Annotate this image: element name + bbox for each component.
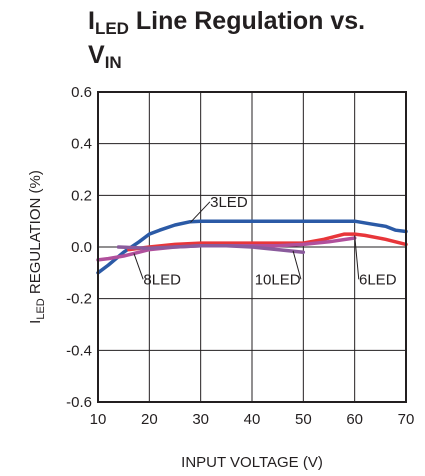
chart-title-line2: VIN (88, 42, 418, 76)
series-line-3led (96, 219, 408, 275)
y-label-rest: REGULATION (%) (27, 170, 44, 298)
x-tick-labels: 10 20 30 40 50 60 70 (90, 411, 415, 428)
annotation-leader (292, 250, 302, 280)
annotation-leader (133, 253, 144, 280)
y-label-i: I (27, 320, 44, 324)
annotation-6led: 6LED (359, 271, 397, 288)
y-tick-label: 0.4 (71, 136, 92, 153)
series-lines (96, 219, 408, 275)
y-tick-label: -0.6 (66, 394, 92, 411)
chart-title: ILED Line Regulation vs. VIN (88, 8, 418, 76)
annotation-leader (354, 235, 360, 280)
y-tick-label: -0.2 (66, 291, 92, 308)
y-tick-label: 0.0 (71, 239, 92, 256)
chart-title-line1: ILED Line Regulation vs. (88, 8, 418, 42)
x-tick-label: 60 (346, 411, 363, 428)
y-tick-label: 0.2 (71, 187, 92, 204)
series-line-10led (116, 243, 306, 254)
y-axis-label: ILED REGULATION (%) (27, 170, 47, 324)
annotation-3led: 3LED (210, 194, 248, 211)
plot-frame (97, 91, 407, 403)
x-tick-label: 50 (295, 411, 312, 428)
series-line-6led (127, 232, 408, 252)
x-tick-label: 70 (398, 411, 415, 428)
annotation-leader (190, 201, 211, 223)
title-in-subscript: IN (104, 53, 122, 72)
x-axis-label: INPUT VOLTAGE (V) (181, 454, 323, 471)
title-i: I (88, 7, 95, 35)
annotation-10led: 10LED (255, 271, 301, 288)
x-tick-label: 10 (90, 411, 107, 428)
y-tick-label: 0.6 (71, 84, 92, 101)
y-label-led-subscript: LED (35, 298, 47, 319)
title-v: V (88, 41, 105, 69)
annotations: 3LED 8LED 10LED 6LED (133, 194, 397, 288)
y-tick-label: -0.4 (66, 342, 92, 359)
x-tick-label: 30 (192, 411, 209, 428)
title-led-subscript: LED (94, 19, 129, 38)
title-rest: Line Regulation vs. (128, 7, 366, 35)
annotation-8led: 8LED (143, 271, 181, 288)
x-tick-label: 40 (244, 411, 261, 428)
y-tick-labels: -0.6 -0.4 -0.2 0.0 0.2 0.4 0.6 (66, 84, 92, 411)
x-tick-label: 20 (141, 411, 158, 428)
